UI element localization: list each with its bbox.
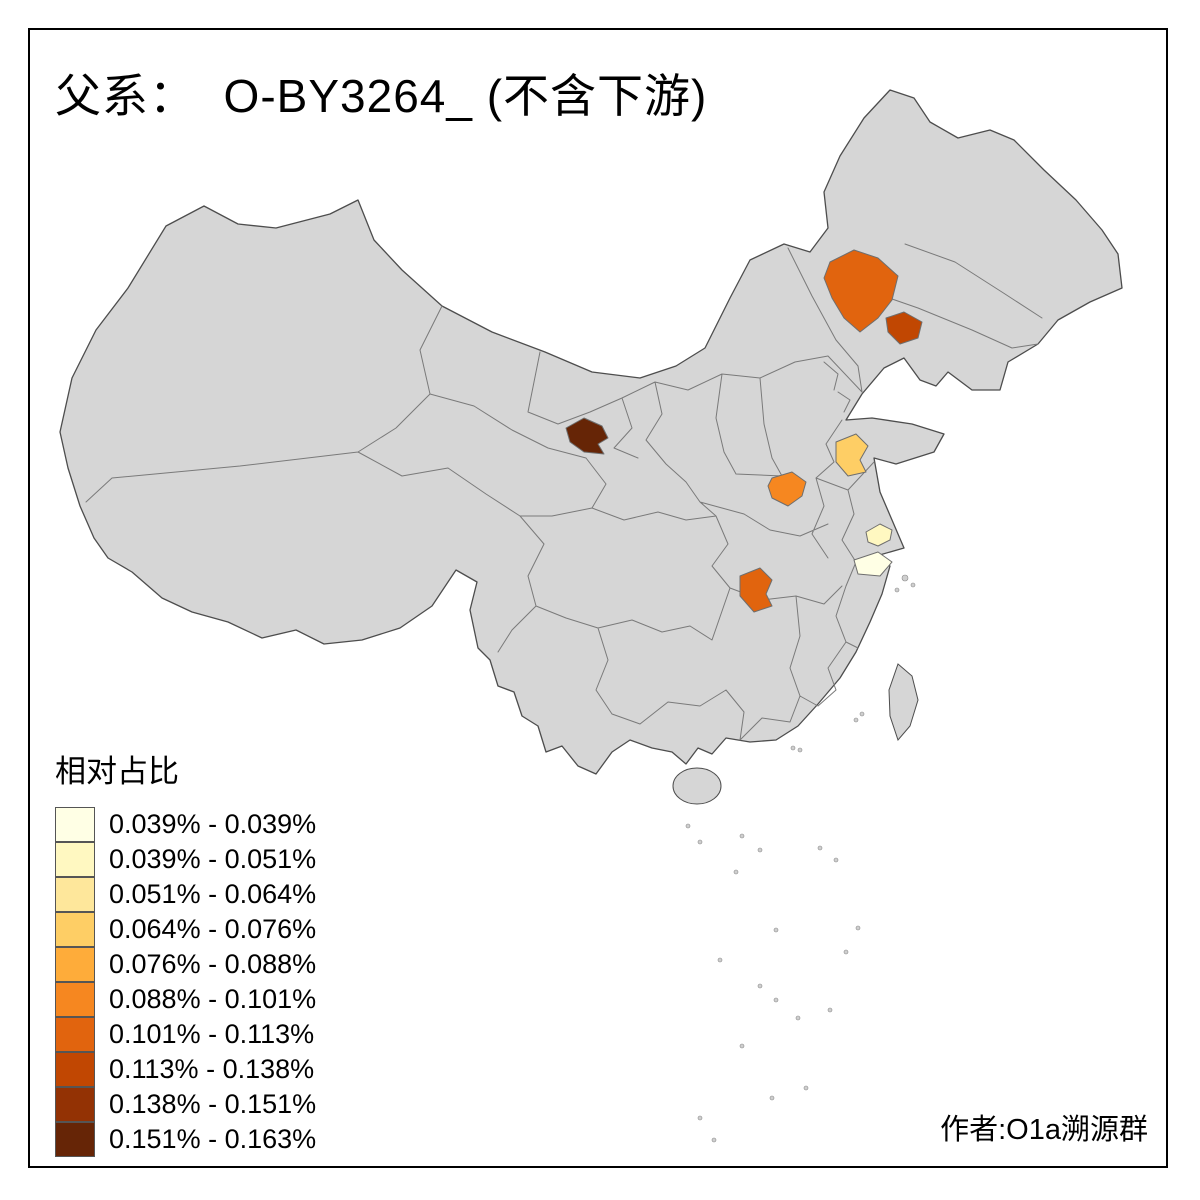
taiwan-island [888,663,919,741]
legend-swatch [55,842,95,877]
legend-label: 0.113% - 0.138% [109,1054,315,1084]
small-islands [685,574,916,1143]
legend-swatch [55,877,95,912]
legend-item: 0.138% - 0.151% [55,1087,316,1122]
legend-item: 0.039% - 0.051% [55,842,316,877]
legend-swatch [55,1122,95,1157]
region-chifeng [823,249,899,333]
legend-label: 0.051% - 0.064% [109,879,317,909]
legend-item: 0.051% - 0.064% [55,877,316,912]
legend-item: 0.113% - 0.138% [55,1052,316,1087]
legend-swatch [55,982,95,1017]
legend-label: 0.076% - 0.088% [109,949,317,979]
legend-label: 0.138% - 0.151% [109,1089,317,1119]
legend-swatch [55,1052,95,1087]
plot-title: 父系： O-BY3264_ (不含下游) [55,70,708,122]
legend-title: 相对占比 [55,754,179,789]
legend-label: 0.039% - 0.039% [109,809,317,839]
region-shandong-central [835,433,869,477]
highlighted-regions [565,249,923,613]
legend-label: 0.064% - 0.076% [109,914,317,944]
legend-item: 0.101% - 0.113% [55,1017,316,1052]
legend-label: 0.151% - 0.163% [109,1124,317,1154]
attribution: 作者:O1a溯源群 [940,1114,1148,1146]
legend-item: 0.088% - 0.101% [55,982,316,1017]
legend-label: 0.088% - 0.101% [109,984,317,1014]
province-borders [85,243,1043,741]
legend-swatch [55,1087,95,1122]
region-gansu-lanzhou [565,417,609,455]
legend-item: 0.039% - 0.039% [55,807,316,842]
region-henan-central [767,471,807,507]
region-jiangsu-south [865,523,893,547]
legend-swatch [55,1017,95,1052]
region-zhejiang-north [853,551,893,577]
legend-swatch [55,947,95,982]
legend-item: 0.076% - 0.088% [55,947,316,982]
legend-label: 0.101% - 0.113% [109,1019,315,1049]
region-hunan-central [739,567,773,613]
legend-swatch [55,912,95,947]
legend: 相对占比 0.039% - 0.039% 0.039% - 0.051% 0.051… [55,746,316,1157]
region-liaoning-west [885,311,923,345]
legend-item: 0.064% - 0.076% [55,912,316,947]
legend-swatch [55,807,95,842]
legend-label: 0.039% - 0.051% [109,844,317,874]
legend-item: 0.151% - 0.163% [55,1122,316,1157]
legend-items: 0.039% - 0.039% 0.039% - 0.051% 0.051% - 0… [55,807,316,1157]
hainan-island [672,767,722,805]
